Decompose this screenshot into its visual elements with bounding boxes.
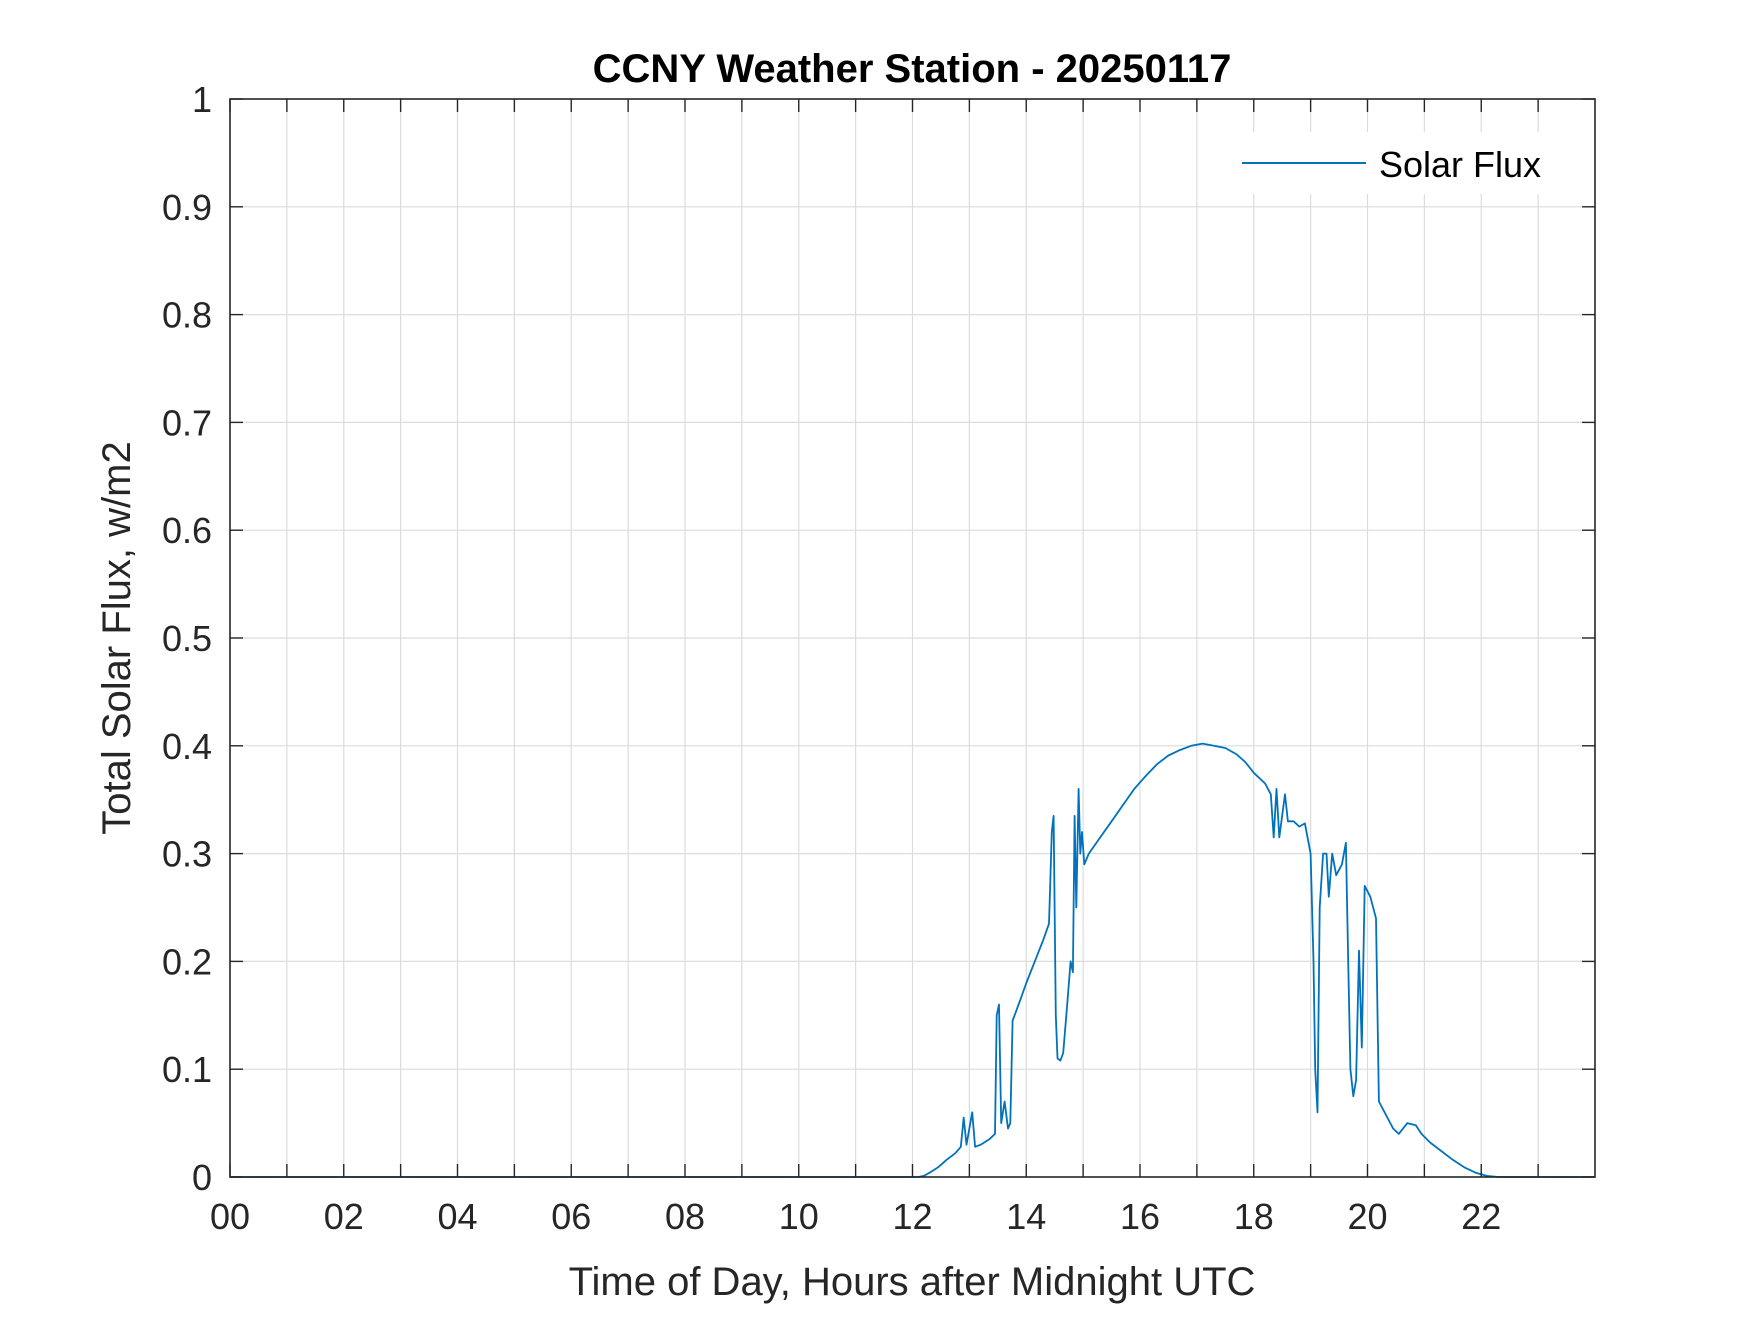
x-tick-label: 22 <box>1461 1196 1501 1237</box>
y-tick-label: 0.6 <box>162 510 212 551</box>
x-tick-label: 08 <box>665 1196 705 1237</box>
series-layer <box>230 742 1595 1178</box>
x-tick-label: 02 <box>324 1196 364 1237</box>
y-axis-label: Total Solar Flux, w/m2 <box>95 441 139 834</box>
x-tick-label: 16 <box>1120 1196 1160 1237</box>
x-tick-label: 14 <box>1006 1196 1046 1237</box>
y-tick-label: 0.2 <box>162 941 212 982</box>
x-tick-label: 06 <box>551 1196 591 1237</box>
y-tick-labels: 0 0.1 0.2 0.3 0.4 0.5 0.6 0.7 0.8 0.9 1 <box>162 79 212 1198</box>
legend-label: Solar Flux <box>1379 144 1541 185</box>
tick-marks <box>229 98 1595 1178</box>
y-tick-label: 0 <box>192 1157 212 1198</box>
y-tick-label: 0.1 <box>162 1049 212 1090</box>
grid-lines <box>230 99 1595 1177</box>
y-tick-label: 0.7 <box>162 402 212 443</box>
series-line-solar-flux <box>230 742 1595 1178</box>
y-tick-label: 0.4 <box>162 726 212 767</box>
chart-title: CCNY Weather Station - 20250117 <box>593 47 1232 91</box>
y-tick-label: 1 <box>192 79 212 120</box>
x-tick-label: 12 <box>892 1196 932 1237</box>
x-tick-label: 18 <box>1234 1196 1274 1237</box>
x-axis-label: Time of Day, Hours after Midnight UTC <box>569 1260 1256 1304</box>
x-tick-label: 04 <box>437 1196 477 1237</box>
x-tick-label: 20 <box>1347 1196 1387 1237</box>
y-tick-label: 0.5 <box>162 618 212 659</box>
y-tick-label: 0.9 <box>162 187 212 228</box>
y-tick-label: 0.8 <box>162 295 212 336</box>
legend: Solar Flux <box>1222 132 1565 194</box>
x-tick-label: 10 <box>779 1196 819 1237</box>
x-tick-labels: 00 02 04 06 08 10 12 14 16 18 20 22 <box>210 1196 1501 1237</box>
y-tick-label: 0.3 <box>162 834 212 875</box>
x-tick-label: 00 <box>210 1196 250 1237</box>
